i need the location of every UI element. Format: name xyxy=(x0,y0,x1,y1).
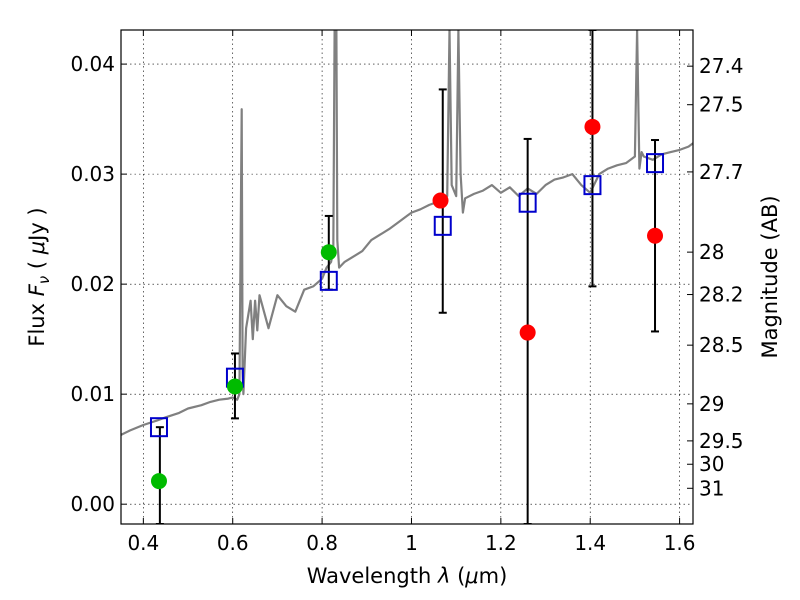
model-square xyxy=(646,153,665,174)
green-point xyxy=(320,244,337,261)
spectrum-line xyxy=(121,30,693,436)
y-tick-label: 0.04 xyxy=(70,52,115,76)
model-square xyxy=(583,175,602,196)
x-tick-label: 1.2 xyxy=(485,531,517,555)
axis-labels: Wavelength λ (μm) Flux Fν ( μJy ) Magnit… xyxy=(25,195,782,588)
y-tick-label: 0.03 xyxy=(70,162,115,186)
mag-tick-label: 27.4 xyxy=(699,54,744,78)
y-axis-label: Flux Fν ( μJy ) xyxy=(25,207,53,346)
mag-tick-label: 28.2 xyxy=(699,283,744,307)
x-tick-label: 1.6 xyxy=(664,531,696,555)
x-label-text: Wavelength xyxy=(307,564,432,588)
mag-tick-label: 29 xyxy=(699,392,724,416)
y-label-unit-mu: μ xyxy=(25,241,49,255)
red-point xyxy=(519,324,536,341)
y-label-text: Flux xyxy=(25,303,49,347)
y2-axis-label: Magnitude (AB) xyxy=(758,195,782,358)
model-square xyxy=(433,215,452,236)
y-tick-label: 0.00 xyxy=(70,492,115,516)
red-point xyxy=(584,118,601,135)
model-square xyxy=(149,417,168,438)
y-label-symbol: F xyxy=(25,283,49,296)
x-label-unit-rest: m) xyxy=(479,564,508,588)
y-label-unit-suffix: ) xyxy=(25,207,49,215)
mag-tick-label: 30 xyxy=(699,452,724,476)
y-label-unit-rest: Jy xyxy=(25,222,49,243)
x-axis-label: Wavelength λ (μm) xyxy=(307,564,508,588)
x-tick-label: 1.4 xyxy=(574,531,606,555)
model-square xyxy=(319,270,338,291)
y-label-unit-prefix: ( xyxy=(25,261,49,269)
red-point xyxy=(432,192,449,209)
y-tick-label: 0.02 xyxy=(70,272,115,296)
x-tick-label: 0.8 xyxy=(306,531,338,555)
x-label-unit-prefix: ( xyxy=(457,564,465,588)
x-tick-label: 0.4 xyxy=(127,531,159,555)
grid-lines xyxy=(121,30,693,524)
mag-tick-label: 31 xyxy=(699,476,724,500)
plot-area xyxy=(121,30,693,524)
axis-ticks: 0.4 0.6 0.8 1 1.2 1.4 1.6 0.00 0.01 0.02 0.03 0.04 2… xyxy=(70,30,744,555)
y-tick-label: 0.01 xyxy=(70,382,115,406)
model-square xyxy=(518,192,537,213)
x-tick-label: 1 xyxy=(405,531,418,555)
x-tick-label: 0.6 xyxy=(217,531,249,555)
plot-frame xyxy=(120,29,694,525)
red-point xyxy=(647,227,664,244)
mag-tick-label: 29.5 xyxy=(699,429,744,453)
mag-tick-label: 28 xyxy=(699,240,724,264)
mag-tick-label: 27.7 xyxy=(699,160,744,184)
plot-content xyxy=(121,30,693,524)
y-label-subscript: ν xyxy=(35,276,53,284)
x-label-unit-mu: μ xyxy=(464,564,478,588)
mag-tick-label: 27.5 xyxy=(699,93,744,117)
x-label-symbol: λ xyxy=(437,564,450,588)
mag-tick-label: 28.5 xyxy=(699,333,744,357)
green-point xyxy=(226,378,243,395)
green-point xyxy=(150,473,167,490)
